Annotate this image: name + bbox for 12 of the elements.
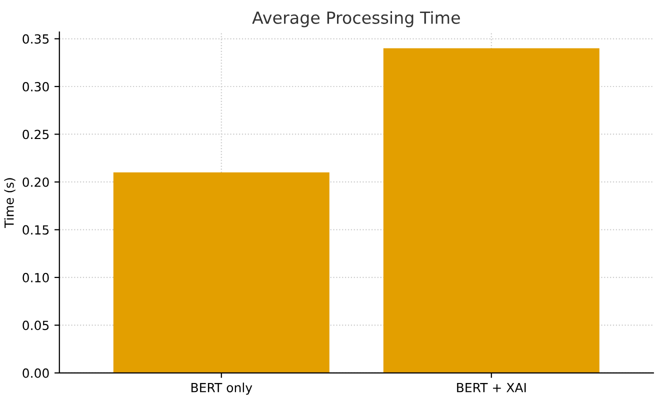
y-tick-label: 0.30 [22,82,49,92]
y-axis-title: Time (s) [4,178,16,228]
y-tick-label: 0.10 [22,272,49,282]
y-tick-label: 0.05 [22,320,49,330]
x-tick-label: BERT only [191,382,252,395]
x-tick-label: BERT + XAI [457,383,526,392]
y-tick-label: 0.25 [22,130,49,140]
y-tick-label: 0.15 [22,225,49,235]
y-tick-label: 0.20 [22,177,49,187]
chart-title: Average Processing Time [252,11,460,28]
y-tick-label: 0.35 [22,34,49,44]
y-tick-label: 0.00 [22,368,49,378]
